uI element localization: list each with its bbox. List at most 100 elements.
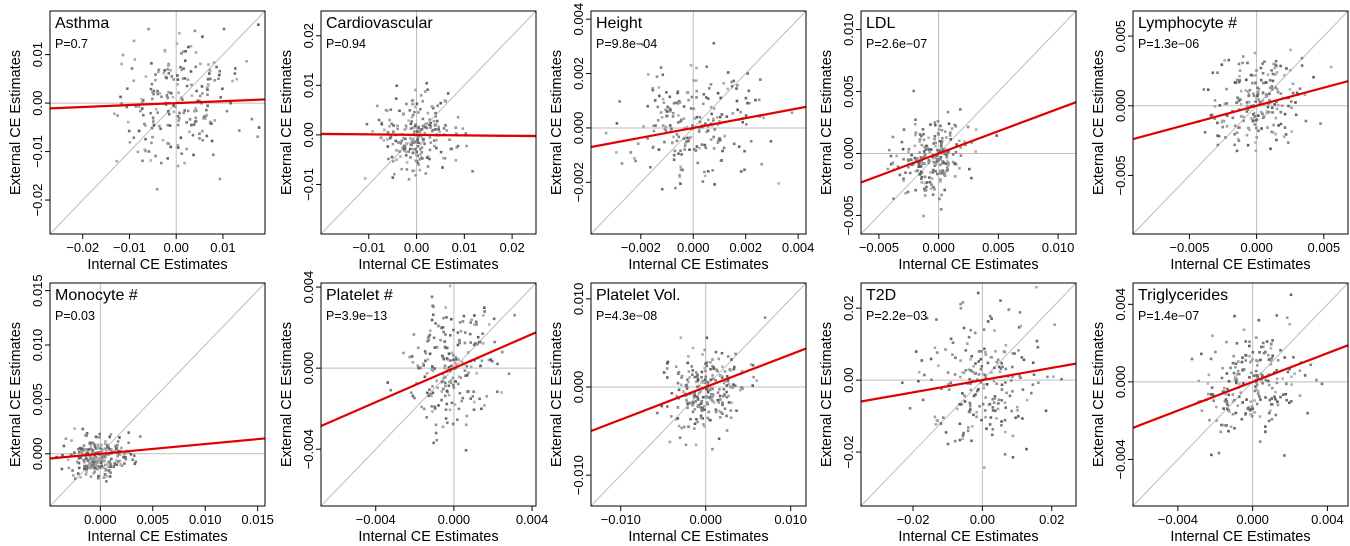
- scatter-point: [721, 149, 724, 153]
- scatter-point: [729, 416, 733, 419]
- scatter-point: [1249, 360, 1252, 364]
- scatter-point: [964, 368, 968, 372]
- scatter-point: [706, 390, 710, 394]
- scatter-point: [1223, 102, 1227, 106]
- scatter-point: [141, 159, 144, 163]
- scatter-point: [76, 472, 80, 475]
- scatter-point: [447, 393, 451, 397]
- fit-line: [591, 347, 806, 433]
- scatter-point: [192, 153, 195, 157]
- scatter-point: [83, 467, 86, 471]
- scatter-point: [67, 466, 71, 470]
- scatter-point: [715, 368, 719, 372]
- scatter-point: [390, 155, 394, 159]
- scatter-point: [467, 390, 470, 393]
- scatter-point: [727, 394, 730, 398]
- scatter-point: [156, 92, 159, 96]
- scatter-point: [171, 95, 175, 99]
- scatter-point: [423, 350, 427, 353]
- scatter-point: [417, 141, 420, 144]
- scatter-point: [414, 159, 418, 163]
- scatter-point: [1235, 101, 1238, 104]
- scatter-point: [984, 353, 988, 356]
- scatter-point: [933, 135, 937, 138]
- scatter-point: [1258, 100, 1262, 104]
- scatter-point: [757, 98, 761, 102]
- scatter-point: [984, 415, 987, 419]
- scatter-point: [677, 135, 681, 139]
- scatter-point: [428, 118, 431, 121]
- scatter-point: [1279, 110, 1283, 114]
- scatter-point: [917, 165, 920, 168]
- scatter-point: [696, 420, 699, 424]
- scatter-point: [170, 75, 174, 78]
- scatter-point: [1256, 360, 1260, 363]
- scatter-point: [431, 385, 434, 388]
- scatter-point: [424, 351, 428, 355]
- scatter-point: [456, 144, 460, 148]
- scatter-point: [1222, 119, 1226, 123]
- scatter-point: [1271, 386, 1274, 390]
- scatter-point: [433, 407, 437, 410]
- scatter-point: [1266, 105, 1270, 109]
- scatter-point: [666, 362, 669, 365]
- scatter-point: [741, 387, 744, 390]
- scatter-point: [700, 399, 704, 403]
- scatter-point: [1280, 104, 1284, 107]
- scatter-point: [928, 176, 931, 179]
- scatter-point: [719, 374, 723, 377]
- scatter-point: [716, 398, 720, 402]
- scatter-point: [1269, 363, 1273, 366]
- scatter-point: [1234, 81, 1237, 84]
- scatter-point: [1241, 369, 1244, 372]
- scatter-point: [95, 462, 98, 465]
- scatter-point: [696, 385, 699, 389]
- scatter-point: [709, 367, 712, 371]
- scatter-point: [160, 161, 163, 165]
- scatter-point: [1233, 132, 1236, 136]
- scatter-point: [393, 172, 396, 176]
- scatter-point: [201, 129, 204, 133]
- scatter-point: [71, 469, 74, 472]
- scatter-point: [471, 395, 475, 398]
- scatter-point: [119, 463, 122, 466]
- scatter-point: [924, 148, 928, 151]
- scatter-point: [968, 404, 972, 407]
- scatter-point: [703, 348, 706, 352]
- scatter-point: [448, 138, 451, 141]
- scatter-point: [1268, 92, 1271, 96]
- scatter-point: [120, 102, 123, 105]
- scatter-point: [1030, 391, 1033, 395]
- scatter-point: [163, 50, 167, 53]
- scatter-point: [1000, 388, 1004, 391]
- scatter-point: [994, 350, 997, 353]
- scatter-point: [442, 316, 445, 320]
- y-tick-label: 0.000: [571, 112, 586, 145]
- scatter-point: [132, 39, 136, 43]
- scatter-point: [917, 163, 921, 166]
- scatter-point: [403, 147, 406, 151]
- scatter-point: [73, 477, 77, 480]
- fit-line: [50, 98, 265, 110]
- scatter-point: [399, 142, 402, 145]
- scatter-point: [395, 84, 398, 88]
- scatter-point: [443, 364, 447, 368]
- scatter-point: [697, 130, 701, 133]
- scatter-point: [1239, 115, 1243, 118]
- scatter-point: [131, 458, 134, 461]
- scatter-point: [698, 146, 701, 150]
- scatter-point: [1257, 129, 1260, 133]
- scatter-point: [902, 179, 905, 182]
- scatter-point: [957, 139, 961, 142]
- scatter-point: [449, 359, 452, 362]
- scatter-point: [1269, 347, 1273, 350]
- scatter-point: [113, 112, 116, 115]
- scatter-point: [205, 113, 208, 117]
- scatter-point: [455, 358, 458, 361]
- scatter-point: [696, 404, 699, 408]
- scatter-point: [732, 383, 735, 386]
- x-axis-title: Internal CE Estimates: [358, 529, 498, 545]
- scatter-point: [1241, 401, 1244, 404]
- scatter-point: [712, 107, 716, 110]
- scatter-point: [1279, 122, 1283, 126]
